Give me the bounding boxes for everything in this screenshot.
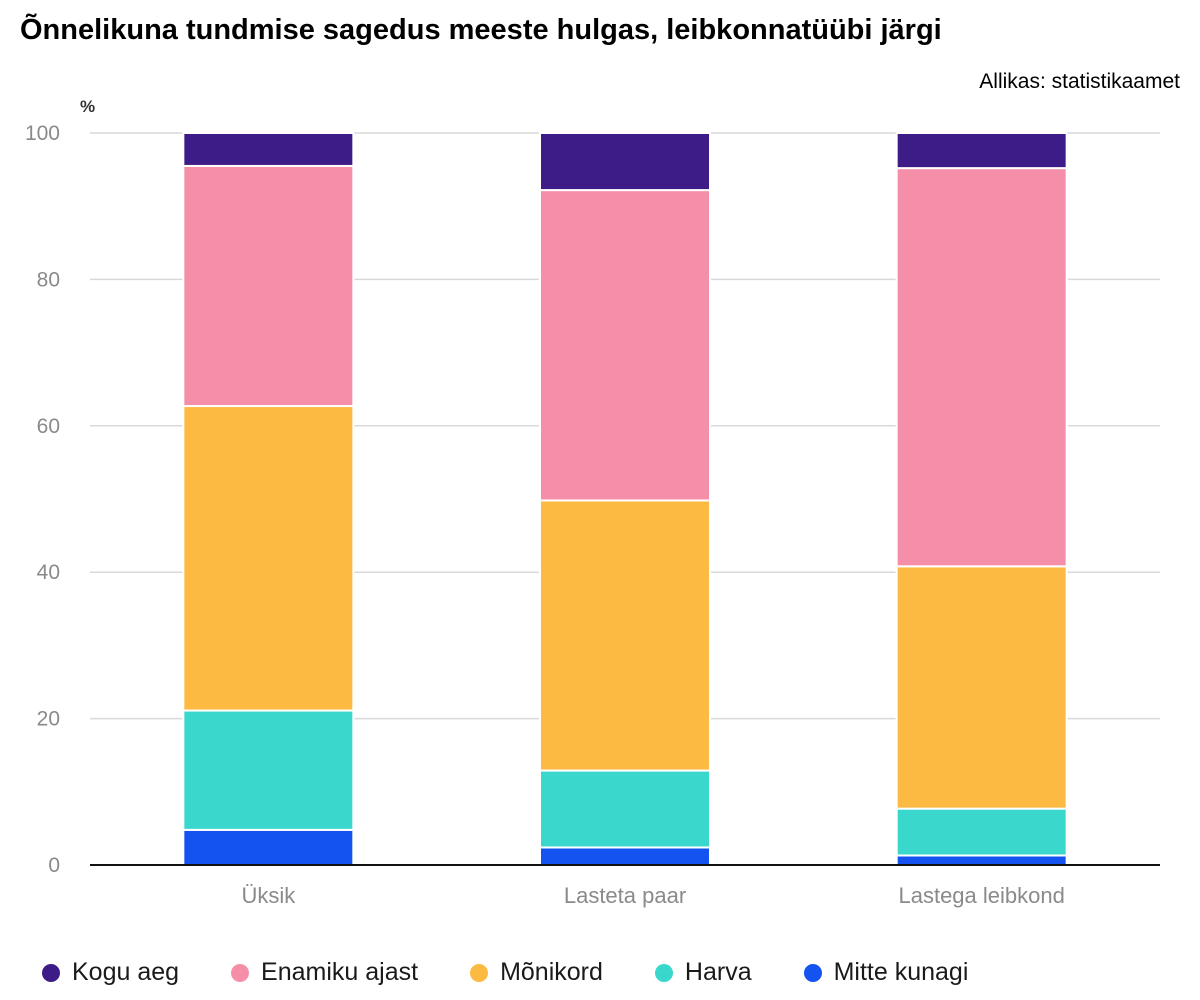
bars [182,132,1068,867]
x-category-label: Lastega leibkond [898,883,1064,908]
legend-swatch [470,963,489,982]
x-axis-labels: Üksik Lasteta paar Lastega leibkond [241,883,1064,908]
y-axis-ticks: 0 20 40 60 80 100 [25,122,60,877]
legend-label: Kogu aeg [72,958,180,986]
bar-segment [182,132,355,167]
legend-item: Harva [654,958,752,987]
bar-segment [539,132,711,192]
legend-swatch [231,963,250,982]
y-tick-label: 80 [37,268,60,291]
legend-item: Mitte kunagi [803,958,969,987]
chart-title: Õnnelikuna tundmise sagedus meeste hulga… [20,14,942,46]
bar-segment [539,499,711,772]
y-tick-label: 40 [37,561,60,584]
bar-segment [895,565,1068,810]
legend-item: Enamiku ajast [231,958,418,987]
y-tick-label: 20 [37,708,60,731]
x-category-label: Lasteta paar [564,883,686,908]
bar-segment [182,709,355,831]
y-tick-label: 0 [48,854,60,877]
bar-segment [895,167,1068,568]
legend-swatch [654,963,673,982]
bar-segment [539,769,711,849]
y-axis-unit-label: % [80,97,95,116]
legend-label: Mitte kunagi [833,958,969,986]
stacked-bar-chart: 0 20 40 60 80 100 Üksik Lasteta paar Lastega le… [25,97,1160,908]
legend-label: Harva [684,958,752,986]
legend-swatch [803,963,822,982]
y-tick-label: 60 [37,415,60,438]
bar-segment [895,807,1068,857]
bar-segment [895,854,1068,867]
bar-segment [182,828,355,867]
legend-label: Enamiku ajast [261,958,419,986]
legend-label: Mõnikord [500,958,603,986]
legend-swatch [42,963,60,982]
bar-segment [182,164,355,408]
x-category-label: Üksik [241,883,296,908]
source-label: Allikas: statistikaamet [979,70,1180,93]
bar-segment [539,189,711,502]
legend-item: Kogu aeg [42,958,179,987]
legend-item: Mõnikord [470,958,603,987]
bar-segment [895,132,1068,170]
y-tick-label: 100 [25,122,60,145]
legend: Kogu aeg Enamiku ajast Mõnikord Harva Mitte … [42,958,968,987]
bar-segment [539,846,711,867]
bar-segment [182,405,355,712]
